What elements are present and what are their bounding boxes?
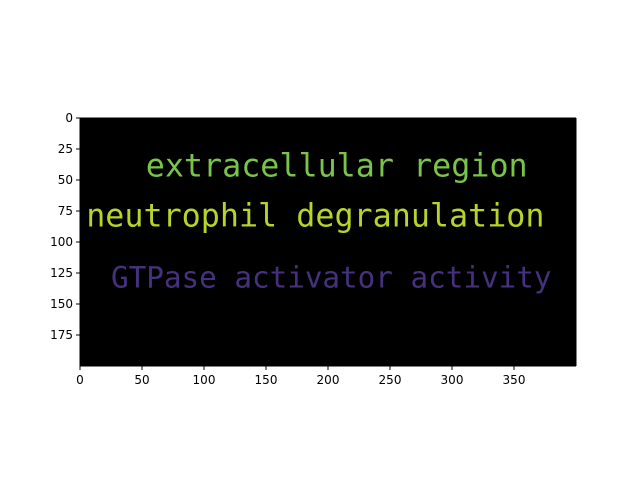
y-tick-label: 150	[50, 297, 73, 311]
x-tick-label: 200	[317, 373, 340, 387]
word-gtpase-activator-activity: GTPase activator activity	[111, 261, 552, 295]
y-tick-label: 75	[58, 204, 73, 218]
x-tick-label: 0	[76, 373, 84, 387]
word-cloud-words: extracellular region neutrophil degranul…	[86, 149, 551, 295]
x-tick-label: 150	[255, 373, 278, 387]
x-tick-label: 350	[503, 373, 526, 387]
word-neutrophil-degranulation: neutrophil degranulation	[86, 198, 544, 234]
x-tick-label: 250	[379, 373, 402, 387]
axes: 0 50 100 150 200 250 300 350 0 25 50 75 100 125 150 17…	[50, 111, 577, 387]
x-tick-label: 300	[441, 373, 464, 387]
y-axis-ticks: 0 25 50 75 100 125 150 175	[50, 111, 80, 342]
y-tick-label: 25	[58, 142, 73, 156]
word-cloud-canvas	[80, 118, 576, 366]
x-axis-ticks: 0 50 100 150 200 250 300 350	[76, 366, 525, 387]
y-tick-label: 125	[50, 266, 73, 280]
y-tick-label: 100	[50, 235, 73, 249]
y-tick-label: 0	[65, 111, 73, 125]
x-tick-label: 100	[193, 373, 216, 387]
x-tick-label: 50	[134, 373, 149, 387]
y-tick-label: 50	[58, 173, 73, 187]
word-extracellular-region: extracellular region	[146, 149, 528, 185]
y-tick-label: 175	[50, 328, 73, 342]
